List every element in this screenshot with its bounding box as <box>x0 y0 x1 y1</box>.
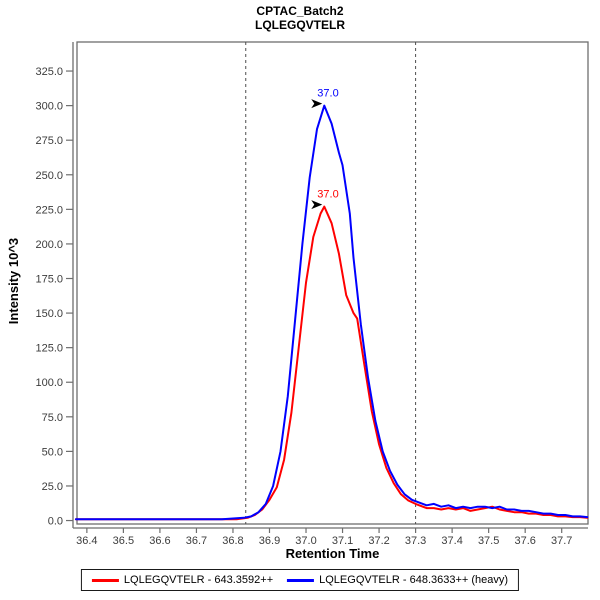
x-axis-ticks: 36.4 36.5 36.6 36.7 36.8 36.9 37.0 37.1 37.2 37.3… <box>76 528 572 547</box>
y-tick-label: 250.0 <box>35 170 63 182</box>
y-tick-label: 325.0 <box>35 66 63 78</box>
y-tick-label: 50.0 <box>42 446 63 458</box>
chart-title: CPTAC_Batch2 LQLEGQVTELR <box>0 4 600 32</box>
x-tick-label: 36.4 <box>76 535 97 547</box>
legend: LQLEGQVTELR - 643.3592++ LQLEGQVTELR - 6… <box>80 569 520 591</box>
x-tick-label: 37.7 <box>551 535 572 547</box>
y-tick-label: 150.0 <box>35 308 63 320</box>
peak-arrow-icon <box>311 200 323 210</box>
x-tick-label: 36.6 <box>149 535 170 547</box>
y-tick-label: 175.0 <box>35 274 63 286</box>
y-tick-label: 75.0 <box>42 412 63 424</box>
legend-label-heavy: LQLEGQVTELR - 648.3633++ (heavy) <box>319 574 509 586</box>
legend-label-light: LQLEGQVTELR - 643.3592++ <box>123 574 274 586</box>
x-tick-label: 36.9 <box>259 535 280 547</box>
y-tick-label: 125.0 <box>35 343 63 355</box>
legend-item-light: LQLEGQVTELR - 643.3592++ <box>91 574 274 586</box>
y-axis-label: Intensity 10^3 <box>6 237 21 325</box>
x-tick-label: 37.4 <box>441 535 462 547</box>
peak-annotation-light: 37.0 <box>311 189 339 210</box>
legend-line-light <box>91 578 119 582</box>
y-tick-label: 300.0 <box>35 101 63 113</box>
x-tick-label: 37.0 <box>295 535 316 547</box>
x-tick-label: 37.2 <box>368 535 389 547</box>
x-tick-label: 37.3 <box>405 535 426 547</box>
x-tick-label: 36.8 <box>222 535 243 547</box>
legend-line-heavy <box>287 578 315 582</box>
chromatogram-series-light[interactable] <box>74 205 589 521</box>
x-tick-label: 36.7 <box>186 535 207 547</box>
peak-rt-label: 37.0 <box>317 88 338 100</box>
chart-title-line1: CPTAC_Batch2 <box>256 4 344 18</box>
peak-arrow-icon <box>311 99 323 109</box>
x-tick-label: 37.1 <box>332 535 353 547</box>
chart-title-line2: LQLEGQVTELR <box>255 18 345 32</box>
peak-rt-label: 37.0 <box>317 189 338 201</box>
y-tick-label: 225.0 <box>35 204 63 216</box>
peak-annotation-heavy: 37.0 <box>311 88 339 109</box>
y-tick-label: 275.0 <box>35 135 63 147</box>
x-axis-label: Retention Time <box>285 546 380 561</box>
y-axis-ticks: 0.0 25.0 50.0 75.0 100.0 125.0 150.0 175.0 200.0… <box>35 66 73 528</box>
y-tick-label: 25.0 <box>42 481 63 493</box>
y-tick-label: 100.0 <box>35 377 63 389</box>
x-tick-label: 37.5 <box>478 535 499 547</box>
y-tick-label: 200.0 <box>35 239 63 251</box>
x-tick-label: 36.5 <box>113 535 134 547</box>
plot-frame <box>76 41 589 525</box>
x-tick-label: 37.6 <box>514 535 535 547</box>
y-tick-label: 0.0 <box>48 516 63 528</box>
legend-item-heavy: LQLEGQVTELR - 648.3633++ (heavy) <box>287 574 508 586</box>
chromatogram-series-heavy[interactable] <box>74 104 589 521</box>
